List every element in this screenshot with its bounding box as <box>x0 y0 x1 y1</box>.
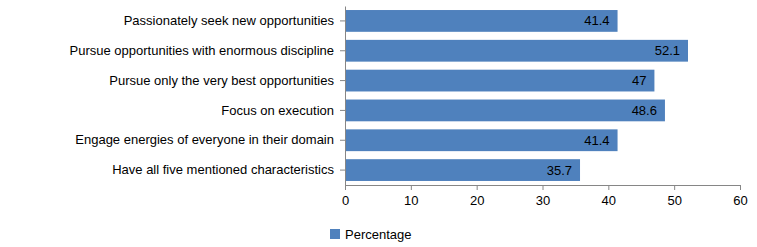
x-tick-label: 10 <box>404 193 418 208</box>
x-tick: 50 <box>667 185 681 208</box>
y-tick-mark <box>340 80 345 81</box>
y-tick-mark <box>340 140 345 141</box>
y-tick-label: Focus on execution <box>221 103 334 118</box>
y-tick-mark <box>340 170 345 171</box>
x-tick-mark <box>740 185 741 190</box>
y-tick-mark <box>340 50 345 51</box>
x-tick: 60 <box>733 185 747 208</box>
y-axis: Passionately seek new opportunities Pursu… <box>70 7 346 186</box>
x-tick-label: 50 <box>667 193 681 208</box>
data-label: 48.6 <box>632 103 657 118</box>
x-tick: 30 <box>536 185 550 208</box>
bar <box>345 40 688 62</box>
x-tick: 0 <box>342 185 349 208</box>
y-tick: Pursue only the very best opportunities <box>109 73 345 88</box>
chart: 0 10 20 30 40 50 60 Passionately seek new oppor… <box>0 0 757 247</box>
y-tick: Passionately seek new opportunities <box>124 13 345 28</box>
data-labels: 41.4 52.1 47 48.6 41.4 35.7 <box>547 13 680 177</box>
y-tick-label: Have all five mentioned characteristics <box>112 162 334 177</box>
y-tick-mark <box>340 110 345 111</box>
y-tick-mark <box>340 20 345 21</box>
bar <box>345 10 618 32</box>
data-label: 52.1 <box>655 43 680 58</box>
x-tick-mark <box>543 185 544 190</box>
x-tick-label: 20 <box>470 193 484 208</box>
x-axis: 0 10 20 30 40 50 60 <box>342 185 748 208</box>
x-tick: 20 <box>470 185 484 208</box>
y-axis-line <box>345 7 346 186</box>
legend: Percentage <box>330 227 412 242</box>
x-tick: 40 <box>602 185 616 208</box>
bars <box>345 10 688 181</box>
y-tick: Engage energies of everyone in their dom… <box>75 132 345 147</box>
x-tick-mark <box>674 185 675 190</box>
legend-swatch <box>330 229 340 239</box>
x-tick-mark <box>411 185 412 190</box>
y-tick-label: Engage energies of everyone in their dom… <box>75 132 334 147</box>
y-tick: Focus on execution <box>221 103 345 118</box>
x-tick-label: 40 <box>602 193 616 208</box>
y-tick: Have all five mentioned characteristics <box>112 162 345 177</box>
plot: 0 10 20 30 40 50 60 Passionately seek new oppor… <box>70 7 748 208</box>
bar <box>345 70 654 92</box>
x-tick: 10 <box>404 185 418 208</box>
legend-label: Percentage <box>345 227 412 242</box>
x-tick-label: 30 <box>536 193 550 208</box>
y-tick-label: Pursue opportunities with enormous disci… <box>70 43 334 58</box>
data-label: 35.7 <box>547 163 572 178</box>
x-tick-label: 0 <box>342 193 349 208</box>
x-tick-label: 60 <box>733 193 747 208</box>
y-tick: Pursue opportunities with enormous disci… <box>70 43 345 58</box>
x-tick-mark <box>608 185 609 190</box>
y-tick-label: Passionately seek new opportunities <box>124 13 335 28</box>
y-tick-label: Pursue only the very best opportunities <box>109 73 334 88</box>
bar <box>345 100 665 122</box>
bar <box>345 129 618 151</box>
x-tick-mark <box>345 185 346 190</box>
x-tick-mark <box>477 185 478 190</box>
bar <box>345 159 580 181</box>
data-label: 41.4 <box>584 13 609 28</box>
data-label: 41.4 <box>584 133 609 148</box>
data-label: 47 <box>632 73 646 88</box>
